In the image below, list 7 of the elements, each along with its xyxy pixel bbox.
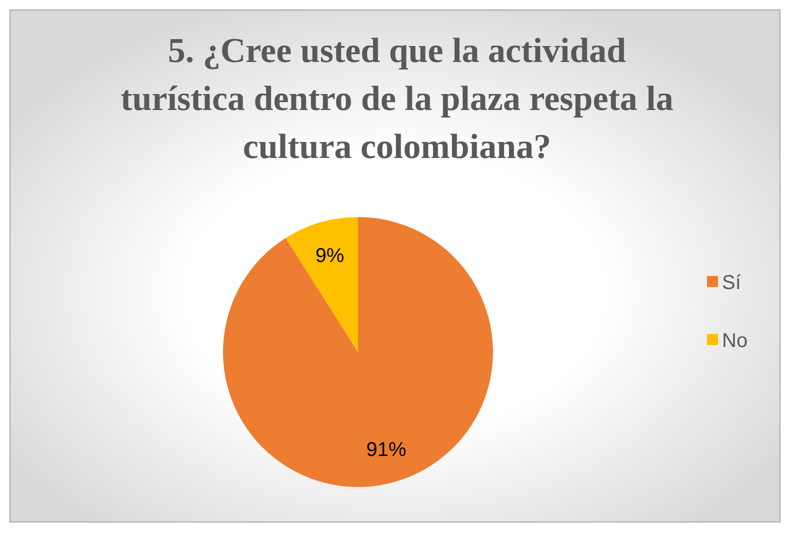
pie-slice <box>286 217 358 352</box>
chart-title: 5. ¿Cree usted que la actividad turística dentro de la plaza respeta la cultura colombiana? <box>120 31 674 166</box>
legend-label: No <box>722 330 748 352</box>
data-label: 9% <box>315 244 344 267</box>
legend-label: Sí <box>722 272 742 294</box>
data-label: 91% <box>366 439 406 462</box>
pie-slice <box>223 217 493 487</box>
